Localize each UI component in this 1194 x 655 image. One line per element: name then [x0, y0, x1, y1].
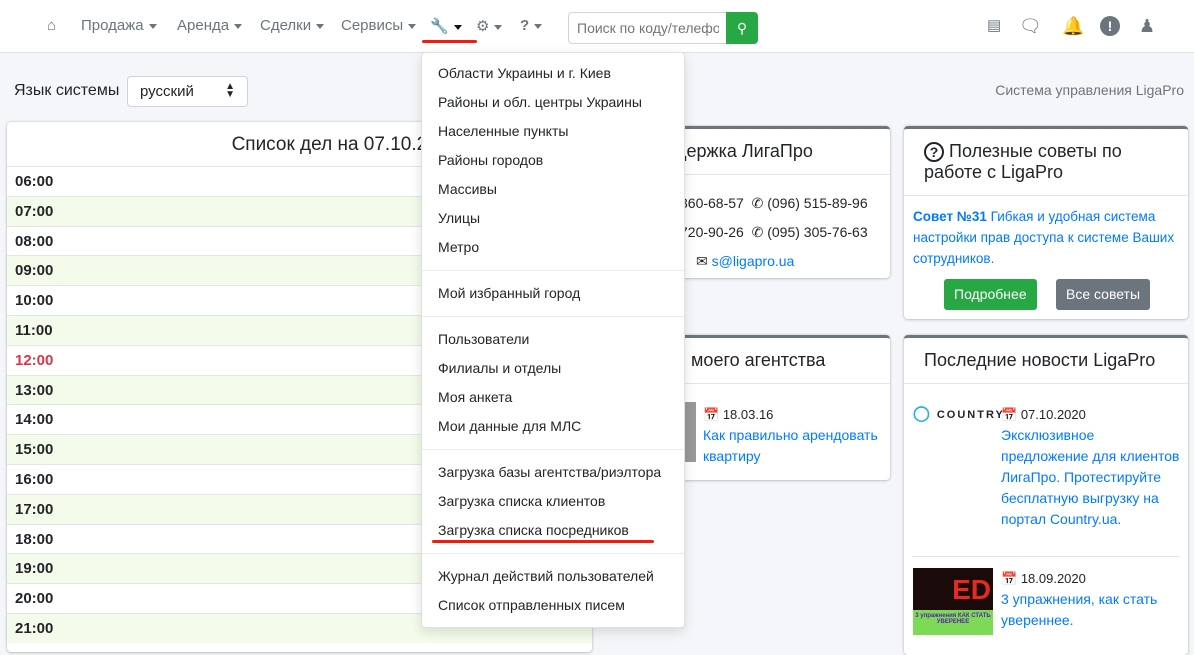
news-link[interactable]: 3 упражнения, как стать увереннее.: [1001, 591, 1158, 628]
tips-title: Полезные советы по работе с LigaPro: [924, 141, 1122, 182]
tips-card: ? Полезные советы по работе с LigaPro Со…: [904, 126, 1188, 319]
menu-item[interactable]: Мои данные для МЛС: [438, 418, 582, 434]
tip-body: Гибкая и удобная система настройки прав …: [913, 209, 1175, 266]
hour-row[interactable]: 16:00: [7, 463, 592, 494]
menu-item[interactable]: Загрузка списка посредников: [438, 522, 629, 538]
home-icon[interactable]: ⌂: [47, 17, 57, 34]
tips-header: ? Полезные советы по работе с LigaPro: [904, 129, 1188, 196]
support-email-link[interactable]: s@ligapro.ua: [711, 253, 795, 269]
hour-row[interactable]: 14:00: [7, 404, 592, 434]
menu-item[interactable]: Районы и обл. центры Украины: [438, 94, 642, 110]
alert-icon[interactable]: !: [1100, 16, 1120, 36]
phone: (095) 305-76-63: [767, 224, 868, 240]
country-logo[interactable]: ◯ COUNTRY: [913, 405, 1005, 422]
search-button[interactable]: ⚲: [726, 12, 758, 44]
support-title: держка ЛигаПро: [598, 129, 890, 175]
tip-number: Совет №31: [913, 209, 987, 224]
news-link[interactable]: Эксклюзивное предложение для клиентов Ли…: [1001, 427, 1180, 527]
hour-row[interactable]: 10:00: [7, 285, 592, 315]
nav-services[interactable]: Сервисы: [341, 17, 417, 34]
language-value: русский: [140, 83, 194, 100]
top-navbar: ⌂ Продажа Аренда Сделки Сервисы 🔧 ⚙ ? ⚲ …: [0, 0, 1194, 53]
phone: (096) 515-89-96: [767, 195, 868, 211]
logo-text: COUNTRY: [936, 409, 1005, 421]
system-title: Система управления LigaPro: [995, 82, 1184, 98]
nav-deals[interactable]: Сделки: [260, 17, 325, 34]
thumbnail-caption: 3 упражнения КАК СТАТЬ УВЕРЕНЕЕ: [913, 610, 993, 635]
phone: 720-90-26: [680, 224, 744, 240]
news-date: 18.09.2020: [1020, 571, 1086, 586]
menu-item[interactable]: Загрузка базы агентства/риэлтора: [438, 464, 662, 480]
phone-icon: ✆: [751, 195, 764, 211]
gear-icon[interactable]: ⚙: [476, 17, 503, 35]
menu-item[interactable]: Мой избранный город: [438, 285, 581, 301]
menu-item[interactable]: Населенные пункты: [438, 123, 569, 139]
envelope-icon: ✉: [696, 253, 708, 269]
hour-row[interactable]: 18:00: [7, 523, 592, 554]
language-label: Язык системы: [14, 82, 120, 99]
book-icon[interactable]: ▤: [987, 17, 1002, 34]
latest-news-card: Последние новости LigaPro ◯ COUNTRY 📅 07…: [904, 335, 1188, 655]
nav-label: Сделки: [260, 17, 312, 34]
phone: 360-68-57: [680, 195, 744, 211]
ted-thumbnail[interactable]: ED 3 упражнения КАК СТАТЬ УВЕРЕНЕЕ: [913, 568, 993, 635]
language-select[interactable]: русский ▲ ▼: [127, 76, 248, 107]
menu-item[interactable]: Области Украины и г. Киев: [438, 65, 611, 81]
menu-item[interactable]: Улицы: [438, 210, 481, 226]
hour-row[interactable]: 12:00: [7, 344, 592, 375]
menu-item[interactable]: Метро: [438, 239, 480, 255]
menu-item-underline: [432, 540, 654, 543]
nav-rent[interactable]: Аренда: [177, 17, 243, 34]
menu-item[interactable]: Моя анкета: [438, 389, 513, 405]
menu-divider: [422, 553, 684, 554]
select-arrows-icon: ▲ ▼: [225, 81, 235, 100]
latest-news-title: Последние новости LigaPro: [904, 338, 1188, 384]
hour-row[interactable]: 20:00: [7, 583, 592, 613]
nav-label: Аренда: [177, 17, 230, 34]
chat-icon[interactable]: 🗨: [1019, 16, 1042, 36]
all-tips-button[interactable]: Все советы: [1056, 279, 1151, 310]
menu-item[interactable]: Районы городов: [438, 152, 544, 168]
phone-icon: ✆: [751, 224, 764, 240]
hour-row[interactable]: 08:00: [7, 225, 592, 256]
nav-sale[interactable]: Продажа: [81, 17, 157, 34]
menu-item[interactable]: Загрузка списка клиентов: [438, 493, 606, 509]
nav-label: Сервисы: [341, 17, 404, 34]
wrench-icon[interactable]: 🔧: [430, 17, 462, 35]
tools-dropdown-menu: Области Украины и г. Киев Районы и обл. ц…: [421, 52, 685, 628]
menu-item[interactable]: Массивы: [438, 181, 497, 197]
more-button[interactable]: Подробнее: [944, 279, 1037, 310]
menu-item[interactable]: Филиалы и отделы: [438, 360, 562, 376]
question-circle-icon: ?: [924, 142, 944, 162]
agency-news-title: и моего агентства: [598, 338, 890, 384]
menu-item[interactable]: Пользователи: [438, 331, 530, 347]
user-icon[interactable]: ♟: [1139, 16, 1156, 36]
phones: 360-68-57 ✆ (096) 515-89-96 720-90-26 ✆ …: [680, 189, 868, 276]
bell-icon[interactable]: 🔔: [1062, 16, 1085, 36]
search-input[interactable]: [568, 12, 728, 44]
news-date: 18.03.16: [722, 407, 774, 422]
news-date: 07.10.2020: [1020, 407, 1086, 422]
nav-label: Продажа: [81, 17, 144, 34]
menu-divider: [422, 449, 684, 450]
menu-item[interactable]: Журнал действий пользователей: [438, 568, 654, 584]
calendar-icon: 📅: [1001, 571, 1018, 586]
tip-text[interactable]: Совет №31 Гибкая и удобная система настр…: [904, 196, 1188, 279]
search-icon: ⚲: [736, 20, 748, 36]
wrench-underline: [422, 40, 477, 43]
menu-item[interactable]: Список отправленных писем: [438, 597, 625, 613]
help-icon[interactable]: ?: [520, 17, 543, 34]
menu-divider: [422, 316, 684, 317]
agency-news-link[interactable]: Как правильно арендовать квартиру: [703, 427, 878, 464]
calendar-icon: 📅: [703, 407, 720, 422]
hour-row[interactable]: 06:00: [7, 166, 592, 196]
calendar-icon: 📅: [1001, 407, 1018, 422]
menu-divider: [422, 270, 684, 271]
